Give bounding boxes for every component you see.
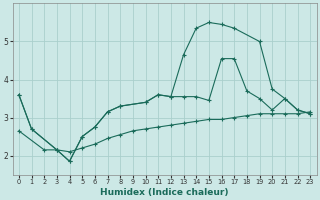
X-axis label: Humidex (Indice chaleur): Humidex (Indice chaleur) xyxy=(100,188,229,197)
